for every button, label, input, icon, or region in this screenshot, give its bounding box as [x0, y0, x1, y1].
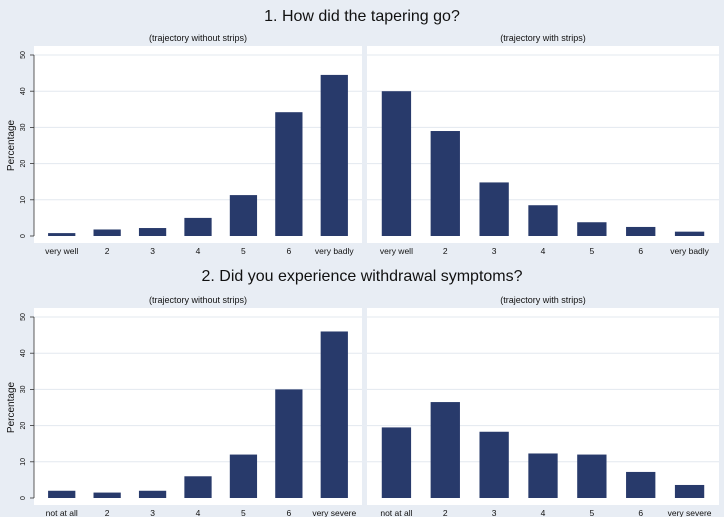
- panel-1-bar-5: [229, 195, 258, 236]
- panel-1-xtick-label: very badly: [315, 246, 354, 256]
- panel-2-bar-7: [674, 231, 705, 236]
- panel-1-subtitle: (trajectory without strips): [149, 33, 247, 43]
- panel-2-xtick-label: 4: [541, 246, 546, 256]
- panel-1-xtick-label: very well: [45, 246, 78, 256]
- panel-3-ytick-label: 10: [20, 458, 27, 466]
- panel-1-ytick-label: 10: [20, 196, 27, 204]
- panel-4-xtick-label: 2: [443, 508, 448, 517]
- panel-3-xtick-label: 3: [150, 508, 155, 517]
- panel-1-bar-6: [275, 112, 303, 236]
- panel-4-xtick-label: 3: [492, 508, 497, 517]
- panel-3-background: [34, 308, 362, 505]
- panel-4-bar-7: [674, 484, 705, 498]
- panel-3-bar-6: [275, 389, 303, 498]
- panel-1-bar-3: [138, 228, 167, 236]
- panel-4-xtick-label: very severe: [668, 508, 712, 517]
- panel-3-xtick-label: 4: [196, 508, 201, 517]
- panel-4-subtitle: (trajectory with strips): [500, 295, 586, 305]
- panel-2-xtick-label: 3: [492, 246, 497, 256]
- panel-3-ytick-label: 40: [20, 349, 27, 357]
- panel-4-xtick-label: 4: [541, 508, 546, 517]
- panel-3-ytick-label: 30: [20, 385, 27, 393]
- panel-1-bar-7: [320, 74, 348, 236]
- panel-3-xtick-label: 5: [241, 508, 246, 517]
- panel-2-xtick-label: very well: [380, 246, 413, 256]
- panel-4-xtick-label: 6: [638, 508, 643, 517]
- panel-3-subtitle: (trajectory without strips): [149, 295, 247, 305]
- panel-2-bar-1: [381, 91, 412, 236]
- panel-2-bar-2: [430, 131, 460, 236]
- panel-1-bar-1: [48, 233, 76, 236]
- panel-4-bar-4: [528, 453, 558, 498]
- panel-4-xtick-label: not at all: [380, 508, 412, 517]
- panel-1-ytick-label: 30: [20, 123, 27, 131]
- panel-4-bar-6: [626, 471, 656, 498]
- panel-1-bar-2: [93, 229, 121, 236]
- panel-2-bar-4: [528, 205, 558, 236]
- section-title-withdrawal: 2. Did you experience withdrawal symptom…: [201, 268, 523, 285]
- panel-2-bar-6: [626, 226, 656, 236]
- section-title-tapering: 1. How did the tapering go?: [264, 8, 460, 25]
- panel-1-ytick-label: 0: [20, 234, 27, 238]
- panel-3-bar-4: [184, 476, 212, 498]
- panel-4-bar-5: [577, 454, 607, 498]
- panel-3-bar-3: [138, 490, 167, 498]
- panel-2-xtick-label: 5: [589, 246, 594, 256]
- panel-3-xtick-label: not at all: [46, 508, 78, 517]
- panel-2-xtick-label: 2: [443, 246, 448, 256]
- panel-3-ytick-label: 50: [20, 313, 27, 321]
- panel-2-bar-3: [479, 182, 509, 236]
- panel-1-xtick-label: 5: [241, 246, 246, 256]
- panel-1-xtick-label: 3: [150, 246, 155, 256]
- panel-3-xtick-label: 6: [286, 508, 291, 517]
- panel-1-xtick-label: 4: [196, 246, 201, 256]
- panel-2-xtick-label: very badly: [670, 246, 709, 256]
- panel-3-bar-1: [48, 490, 76, 498]
- panel-3-ylabel: Percentage: [6, 381, 17, 433]
- panel-3-bar-5: [229, 454, 258, 498]
- panel-1-ytick-label: 20: [20, 160, 27, 168]
- panel-2-subtitle: (trajectory with strips): [500, 33, 586, 43]
- panel-1-ytick-label: 50: [20, 51, 27, 59]
- panel-3-bar-7: [320, 331, 348, 498]
- panel-1-xtick-label: 2: [105, 246, 110, 256]
- panel-1-background: [34, 46, 362, 243]
- panel-4-bar-2: [430, 402, 460, 498]
- panel-3-bar-2: [93, 492, 121, 498]
- panel-3-ytick-label: 20: [20, 422, 27, 430]
- panel-3-xtick-label: 2: [105, 508, 110, 517]
- panel-1-bar-4: [184, 217, 212, 236]
- panel-4-bar-3: [479, 431, 509, 498]
- panel-3-ytick-label: 0: [20, 496, 27, 500]
- panel-1-xtick-label: 6: [286, 246, 291, 256]
- panel-1-ytick-label: 40: [20, 87, 27, 95]
- panel-2-xtick-label: 6: [638, 246, 643, 256]
- panel-4-bar-1: [381, 427, 412, 498]
- panel-2-bar-5: [577, 222, 607, 236]
- panel-4-xtick-label: 5: [589, 508, 594, 517]
- panel-3-xtick-label: very severe: [312, 508, 356, 517]
- panel-1-ylabel: Percentage: [6, 119, 17, 171]
